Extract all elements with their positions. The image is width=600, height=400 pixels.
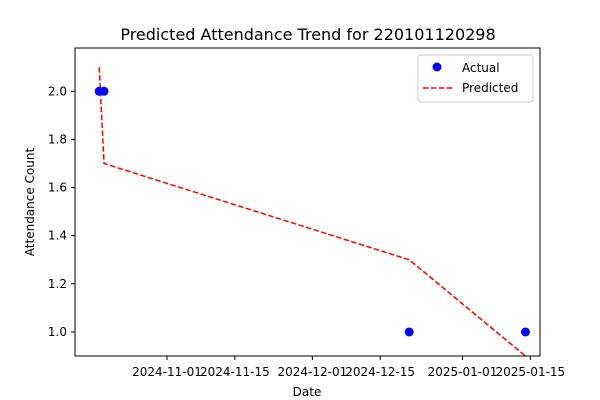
predicted-line [98, 67, 526, 357]
legend-actual-label: Actual [462, 61, 500, 75]
y-tick-label-5: 2.0 [48, 84, 67, 98]
y-tick-label-0: 1.0 [48, 325, 67, 339]
series-layer [94, 67, 530, 357]
actual-point-2 [404, 327, 414, 337]
actual-point-1 [99, 86, 109, 96]
y-tick-label-3: 1.6 [48, 181, 67, 195]
y-axis: 1.0 1.2 1.4 1.6 1.8 2.0 [48, 84, 75, 339]
plot-frame [74, 47, 541, 357]
y-tick-label-4: 1.8 [48, 132, 67, 146]
x-tick-label-0: 2024-11-01 [132, 365, 202, 379]
legend-actual-marker [432, 62, 442, 72]
legend: Actual Predicted [417, 54, 534, 103]
chart-title: Predicted Attendance Trend for 220101120… [120, 25, 495, 44]
plot-area [94, 67, 530, 357]
legend-box [417, 54, 534, 103]
y-axis-label: Attendance Count [23, 148, 37, 257]
x-tick-label-4: 2025-01-01 [428, 365, 498, 379]
x-axis-label: Date [293, 385, 322, 399]
x-tick-label-2: 2024-12-01 [277, 365, 347, 379]
y-tick-label-1: 1.2 [48, 277, 67, 291]
y-tick-label-2: 1.4 [48, 229, 67, 243]
actual-point-3 [520, 327, 530, 337]
x-tick-label-5: 2025-01-15 [495, 365, 565, 379]
legend-predicted-label: Predicted [462, 81, 518, 95]
x-tick-label-1: 2024-11-15 [200, 365, 270, 379]
x-tick-label-3: 2024-12-15 [345, 365, 415, 379]
